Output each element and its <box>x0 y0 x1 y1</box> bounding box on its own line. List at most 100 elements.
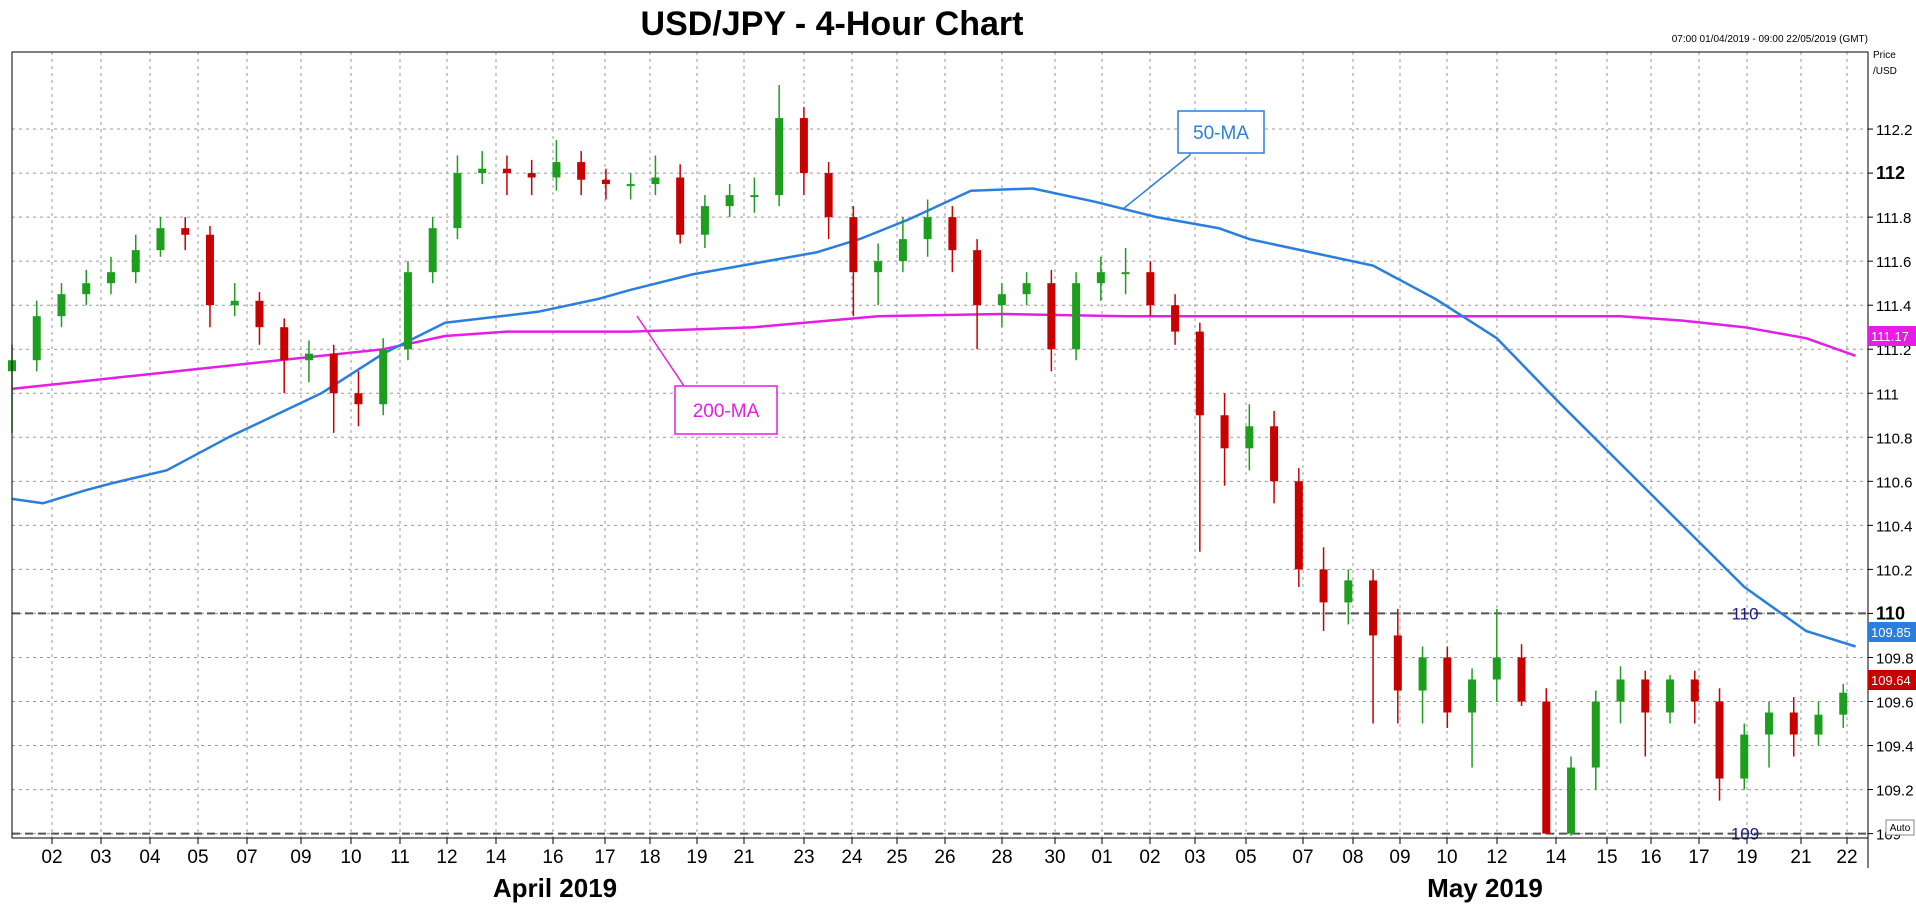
candle-body <box>1616 679 1625 702</box>
candle-body <box>1740 734 1749 779</box>
last-value-tags: 111.17 109.85 109.64 <box>1868 326 1916 690</box>
candle-body <box>898 239 907 262</box>
x-tick-label: 09 <box>1389 847 1410 868</box>
y-tick-label: 111 <box>1876 386 1899 403</box>
timestamp-range: 07:00 01/04/2019 - 09:00 22/05/2019 (GMT… <box>1672 34 1868 45</box>
auto-scale-button[interactable] <box>1885 819 1915 836</box>
x-tick-label: 30 <box>1044 847 1065 868</box>
candle-body <box>1567 767 1576 834</box>
y-tick-label: 111.2 <box>1876 342 1911 359</box>
candle-body <box>1468 679 1477 713</box>
ma50-callout-box <box>1177 110 1265 154</box>
candle-body <box>1393 635 1402 691</box>
candle-body <box>1542 701 1551 834</box>
last-value-label: 111.17 <box>1871 329 1909 344</box>
candle-body <box>280 327 289 361</box>
candle-body <box>552 162 561 178</box>
y-tick-label: 112.2 <box>1876 122 1912 139</box>
x-axis-ticks: 02 03 04 05 07 09 10 11 12 14 16 17 18 19 21 23 24 25 26 28… <box>41 838 1858 903</box>
candle-body <box>57 294 66 317</box>
x-tick-label: 15 <box>1596 847 1617 868</box>
y-tick-label: 111.6 <box>1876 254 1911 271</box>
candle-body <box>1839 692 1848 715</box>
x-tick-label: 26 <box>934 847 955 868</box>
candle-body <box>997 294 1006 306</box>
month-label: May 2019 <box>1427 873 1543 903</box>
candle-body <box>824 173 833 218</box>
x-tick-label: 19 <box>1736 847 1757 868</box>
candle-body <box>849 217 858 273</box>
last-value-label: 109.64 <box>1871 673 1911 688</box>
candle-body <box>230 300 239 306</box>
ma200-line-group <box>11 312 1857 391</box>
candle-body <box>601 179 610 185</box>
y-tick-label: 109.2 <box>1876 783 1914 800</box>
ma50-callout-label: 50-MA <box>1193 123 1249 144</box>
ma200-line <box>11 312 1857 391</box>
candle-body <box>106 272 115 284</box>
candle-body <box>775 118 784 196</box>
x-tick-label: 14 <box>1545 847 1567 868</box>
candle-body <box>1171 305 1180 332</box>
x-tick-label: 28 <box>991 847 1012 868</box>
horizontal-levels: 110 109 <box>12 604 1868 844</box>
x-tick-label: 09 <box>290 847 311 868</box>
x-tick-label: 03 <box>1184 847 1205 868</box>
candle-body <box>651 177 660 185</box>
y-tick-label: 110.6 <box>1876 474 1912 491</box>
y-axis-label-line1: Price <box>1873 50 1896 61</box>
candle-body <box>181 228 190 235</box>
month-label: April 2019 <box>493 873 617 903</box>
candle-body <box>750 195 759 198</box>
candle-body <box>329 353 338 394</box>
annotations: 50-MA 200-MA <box>636 110 1265 435</box>
level-label: 110 <box>1731 604 1758 623</box>
x-tick-label: 21 <box>1790 847 1811 868</box>
y-tick-label: 110 <box>1876 603 1905 623</box>
last-value-tag <box>1868 670 1916 690</box>
candle-body <box>577 162 586 180</box>
x-tick-label: 16 <box>1640 847 1661 868</box>
x-tick-label: 17 <box>1688 847 1709 868</box>
candle-body <box>403 272 412 350</box>
candle-body <box>1294 481 1303 570</box>
candlesticks <box>8 85 1848 836</box>
last-value-label: 109.85 <box>1871 625 1911 640</box>
candle-body <box>948 217 957 251</box>
x-tick-label: 10 <box>1436 847 1457 868</box>
candle-body <box>1121 272 1130 275</box>
ma50-callout-leader <box>1122 154 1191 210</box>
y-tick-label: 110.2 <box>1876 562 1912 579</box>
y-tick-label: 111.8 <box>1876 210 1911 227</box>
x-tick-label: 01 <box>1091 847 1112 868</box>
x-tick-label: 10 <box>340 847 361 868</box>
x-tick-label: 07 <box>1292 847 1313 868</box>
y-axis-ticks: 109109.2109.4109.6109.8110110.2110.4110.… <box>1868 122 1914 844</box>
candle-body <box>1789 712 1798 735</box>
candle-body <box>1072 283 1081 350</box>
candle-body <box>205 234 214 306</box>
x-tick-label: 02 <box>41 847 62 868</box>
chart-title: USD/JPY - 4-Hour Chart <box>641 5 1024 43</box>
level-label: 109 <box>1731 825 1759 844</box>
y-tick-label: 110.8 <box>1876 430 1912 447</box>
candle-body <box>1146 272 1155 306</box>
candle-body <box>1814 714 1823 735</box>
x-tick-label: 12 <box>1486 847 1507 868</box>
x-tick-label: 05 <box>1235 847 1256 868</box>
ma50-line-group <box>11 187 1856 648</box>
candle-body <box>255 300 264 328</box>
x-tick-label: 14 <box>485 847 507 868</box>
x-tick-label: 16 <box>542 847 563 868</box>
candle-body <box>725 195 734 207</box>
candle-body <box>1443 657 1452 713</box>
candle-body <box>1492 657 1501 680</box>
y-tick-label: 111.4 <box>1876 298 1911 315</box>
candle-body <box>453 173 462 229</box>
x-tick-label: 19 <box>686 847 707 868</box>
candle-body <box>379 349 388 405</box>
candle-body <box>1369 580 1378 636</box>
x-tick-label: 23 <box>793 847 814 868</box>
y-tick-label: 109.4 <box>1876 739 1914 756</box>
